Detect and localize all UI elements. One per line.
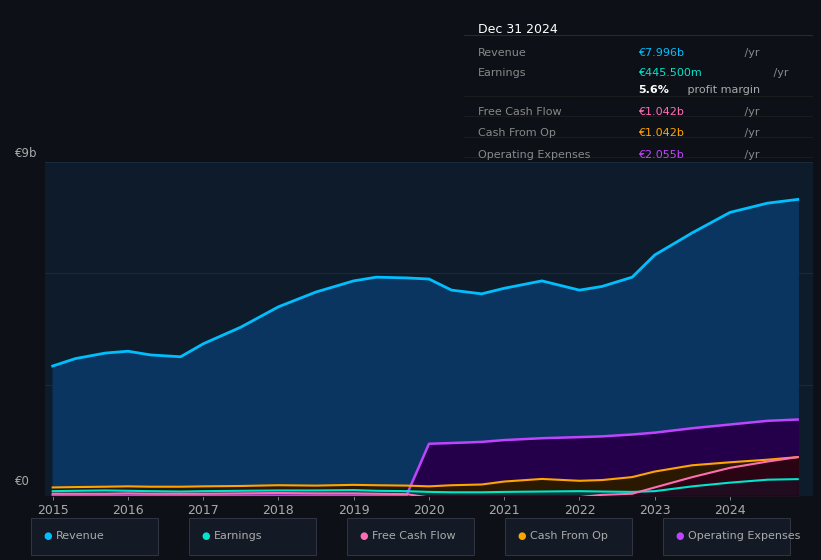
Text: Revenue: Revenue [56, 531, 104, 542]
Text: /yr: /yr [741, 150, 759, 160]
Text: /yr: /yr [741, 128, 759, 138]
Text: ●: ● [360, 531, 368, 542]
Text: €1.042b: €1.042b [639, 128, 684, 138]
Text: /yr: /yr [741, 48, 759, 58]
Text: €445.500m: €445.500m [639, 68, 702, 78]
Text: Earnings: Earnings [478, 68, 526, 78]
Text: Cash From Op: Cash From Op [478, 128, 556, 138]
Text: profit margin: profit margin [684, 85, 759, 95]
Text: Free Cash Flow: Free Cash Flow [478, 107, 562, 117]
Text: Cash From Op: Cash From Op [530, 531, 608, 542]
Text: Revenue: Revenue [478, 48, 526, 58]
Text: /yr: /yr [741, 107, 759, 117]
Text: Operating Expenses: Operating Expenses [478, 150, 590, 160]
Text: 5.6%: 5.6% [639, 85, 669, 95]
Text: ●: ● [201, 531, 209, 542]
Text: €1.042b: €1.042b [639, 107, 684, 117]
Text: ●: ● [676, 531, 684, 542]
Text: €2.055b: €2.055b [639, 150, 684, 160]
Text: ●: ● [44, 531, 52, 542]
Text: /yr: /yr [770, 68, 789, 78]
Text: ●: ● [517, 531, 525, 542]
Text: €7.996b: €7.996b [639, 48, 685, 58]
Text: Free Cash Flow: Free Cash Flow [372, 531, 455, 542]
Text: Operating Expenses: Operating Expenses [688, 531, 800, 542]
Text: Earnings: Earnings [213, 531, 262, 542]
Text: €9b: €9b [15, 147, 37, 160]
Text: Dec 31 2024: Dec 31 2024 [478, 23, 557, 36]
Text: €0: €0 [15, 475, 30, 488]
